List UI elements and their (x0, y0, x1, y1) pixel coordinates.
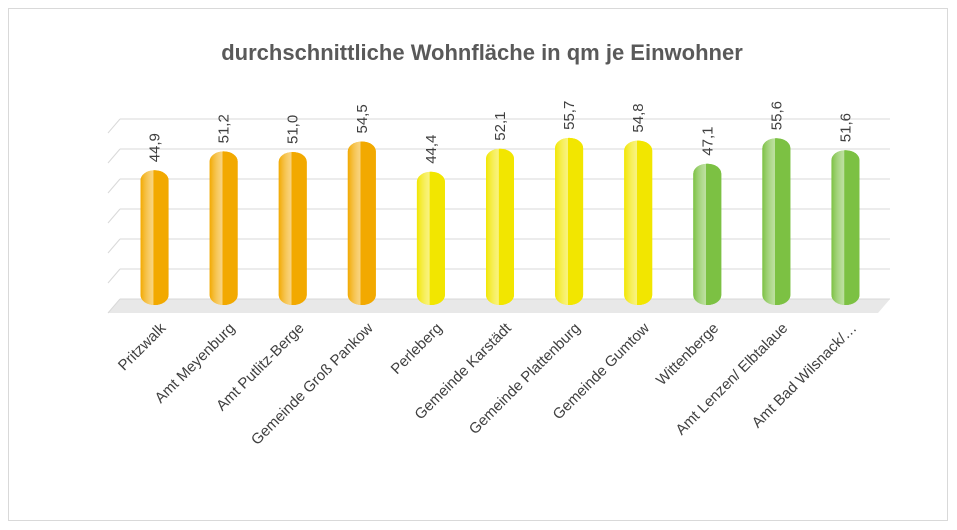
value-label: 55,7 (561, 101, 578, 130)
bar (762, 138, 791, 305)
value-label: 44,4 (423, 135, 440, 164)
grid-line (107, 178, 121, 194)
value-label: 51,6 (837, 113, 854, 142)
bar (347, 141, 376, 305)
bar (555, 137, 584, 305)
grid-line (107, 298, 121, 314)
bar (416, 171, 445, 305)
value-label: 51,0 (285, 115, 302, 144)
value-label: 54,5 (354, 104, 371, 133)
bar (831, 150, 860, 305)
bar (693, 163, 722, 305)
value-label: 47,1 (699, 126, 716, 155)
bar (624, 140, 653, 305)
value-label: 44,9 (147, 133, 164, 162)
value-label: 52,1 (492, 111, 509, 140)
grid-line (107, 268, 121, 284)
value-label: 55,6 (768, 101, 785, 130)
value-label: 54,8 (630, 103, 647, 132)
grid-line (107, 208, 121, 224)
bar (209, 151, 238, 305)
grid-line (107, 238, 121, 254)
grid-line (107, 118, 121, 134)
plot-floor (108, 299, 890, 313)
chart-title: durchschnittliche Wohnfläche in qm je Ei… (221, 40, 743, 65)
bar (486, 148, 514, 305)
grid-line (107, 148, 121, 164)
bar (278, 152, 307, 305)
value-label: 51,2 (216, 114, 233, 143)
bar (140, 170, 169, 305)
